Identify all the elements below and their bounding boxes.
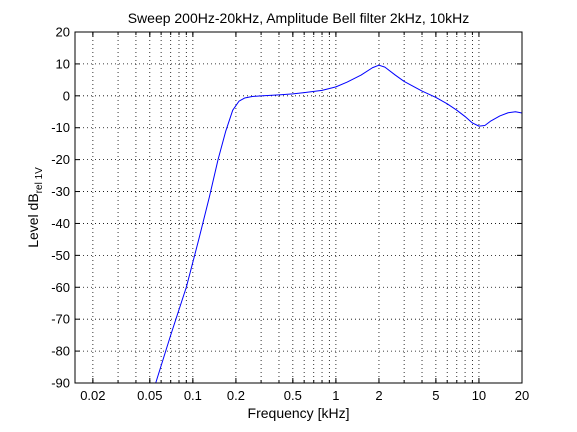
y-tick-label: -10: [51, 120, 70, 135]
y-tick-label: 20: [56, 25, 70, 40]
plot-frame: [74, 31, 523, 384]
x-axis-title: Frequency [kHz]: [248, 405, 350, 421]
y-axis-title: Level dBrel 1V: [25, 167, 45, 248]
series-layer: [155, 64, 523, 384]
series-line: [155, 64, 523, 384]
y-tick-label: -60: [51, 280, 70, 295]
tick-layer: [75, 31, 523, 384]
y-tick-label: -70: [51, 312, 70, 327]
y-tick-label: -30: [51, 184, 70, 199]
y-tick-label: -40: [51, 216, 70, 231]
x-tick-label: 0.1: [184, 388, 202, 403]
x-tick-label: 20: [515, 388, 529, 403]
x-tick-label: 1: [332, 388, 339, 403]
x-tick-label: 0.2: [227, 388, 245, 403]
x-tick-label: 0.05: [137, 388, 162, 403]
y-tick-label: -50: [51, 248, 70, 263]
y-tick-label: -90: [51, 376, 70, 391]
y-tick-label: 10: [56, 56, 70, 71]
label-layer: 0.02 0.05 0.1 0.2 0.5 1 2 5 10 20 20 10 0 -10 -20 -30 -4…: [51, 25, 529, 404]
y-axis-title-subscript: rel 1V: [34, 167, 45, 193]
y-tick-label: -20: [51, 152, 70, 167]
grid-layer: [75, 32, 522, 383]
y-tick-label: 0: [63, 88, 70, 103]
chart-title: Sweep 200Hz-20kHz, Amplitude Bell filter…: [128, 10, 470, 26]
y-tick-label: -80: [51, 344, 70, 359]
x-tick-label: 10: [472, 388, 486, 403]
x-tick-label: 0.02: [80, 388, 105, 403]
x-tick-label: 0.5: [284, 388, 302, 403]
y-axis-title-main: Level dB: [25, 193, 41, 247]
x-tick-label: 5: [432, 388, 439, 403]
x-tick-label: 2: [375, 388, 382, 403]
